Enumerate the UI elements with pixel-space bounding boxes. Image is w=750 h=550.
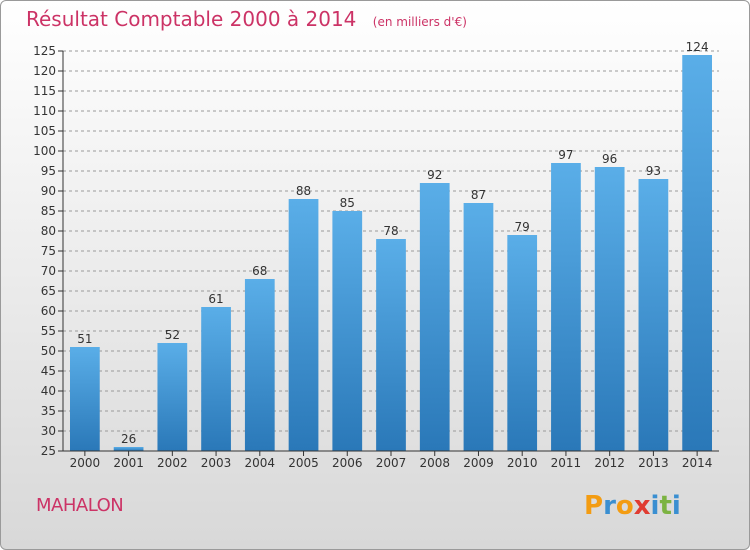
y-tick-label: 120 xyxy=(33,64,56,78)
data-label: 124 xyxy=(686,40,709,54)
bar xyxy=(463,203,494,451)
bar xyxy=(157,343,188,451)
x-tick-label: 2000 xyxy=(70,456,101,470)
bar xyxy=(244,279,275,451)
data-label: 87 xyxy=(471,188,486,202)
axes xyxy=(62,51,719,452)
bar xyxy=(69,347,100,451)
bar xyxy=(376,239,406,451)
logo-letter: t xyxy=(659,491,672,521)
x-tick-label: 2003 xyxy=(201,456,232,470)
data-label: 88 xyxy=(296,184,311,198)
logo-letter: x xyxy=(633,491,651,521)
x-tick-label: 2013 xyxy=(638,456,669,470)
logo-letter: i xyxy=(650,491,660,521)
x-tick-label: 2001 xyxy=(113,456,144,470)
x-axis-ticks: 2000 2001 2002 2003 2004 2005 2006 2007 2008 2009… xyxy=(70,451,713,470)
x-tick-label: 2009 xyxy=(463,456,494,470)
data-label: 96 xyxy=(602,152,617,166)
bar xyxy=(638,179,669,451)
x-tick-label: 2008 xyxy=(419,456,450,470)
bar xyxy=(682,55,713,451)
y-tick-label: 60 xyxy=(41,304,56,318)
y-tick-label: 25 xyxy=(41,444,56,458)
data-label: 61 xyxy=(208,292,223,306)
y-tick-label: 65 xyxy=(41,284,56,298)
data-label: 79 xyxy=(515,220,530,234)
place-name: MAHALON xyxy=(36,495,124,516)
bar xyxy=(288,199,319,451)
x-tick-label: 2011 xyxy=(551,456,582,470)
x-tick-label: 2007 xyxy=(376,456,407,470)
bar xyxy=(419,183,450,451)
y-tick-label: 45 xyxy=(41,364,56,378)
data-label: 78 xyxy=(383,224,398,238)
chart-title: Résultat Comptable 2000 à 2014 (en milli… xyxy=(26,7,467,31)
y-tick-label: 35 xyxy=(41,404,56,418)
bars xyxy=(69,55,713,451)
y-tick-label: 125 xyxy=(33,44,56,58)
x-tick-label: 2010 xyxy=(507,456,538,470)
y-tick-label: 70 xyxy=(41,264,56,278)
data-label: 92 xyxy=(427,168,442,182)
logo-letter: o xyxy=(615,491,634,521)
y-tick-label: 95 xyxy=(41,164,56,178)
y-tick-label: 85 xyxy=(41,204,56,218)
data-label: 26 xyxy=(121,432,136,446)
bar xyxy=(507,235,538,451)
data-labels: 51 26 52 61 68 88 85 78 92 87 79 97 96 93 124 xyxy=(77,40,708,446)
data-label: 85 xyxy=(340,196,355,210)
y-tick-label: 105 xyxy=(33,124,56,138)
x-tick-label: 2005 xyxy=(288,456,319,470)
logo-letter: i xyxy=(671,491,681,521)
chart-title-unit: (en milliers d'€) xyxy=(372,15,467,29)
data-label: 93 xyxy=(646,164,661,178)
bar xyxy=(594,167,625,451)
y-axis-ticks: 25 30 35 40 45 50 55 60 65 70 75 80 85 90 95 100 105 110 1… xyxy=(33,44,63,458)
data-label: 52 xyxy=(165,328,180,342)
y-tick-label: 30 xyxy=(41,424,56,438)
chart-title-main: Résultat Comptable 2000 à 2014 xyxy=(26,7,357,31)
y-tick-label: 50 xyxy=(41,344,56,358)
x-tick-label: 2006 xyxy=(332,456,363,470)
bar xyxy=(201,307,231,451)
y-tick-label: 115 xyxy=(33,84,56,98)
y-tick-label: 100 xyxy=(33,144,56,158)
bar xyxy=(113,447,144,451)
y-tick-label: 55 xyxy=(41,324,56,338)
x-tick-label: 2012 xyxy=(594,456,625,470)
y-tick-label: 80 xyxy=(41,224,56,238)
bar xyxy=(332,211,363,451)
x-tick-label: 2002 xyxy=(157,456,188,470)
bar xyxy=(551,163,581,451)
logo-letter: P xyxy=(584,491,604,521)
y-tick-label: 90 xyxy=(41,184,56,198)
y-tick-label: 75 xyxy=(41,244,56,258)
proxiti-logo[interactable]: Proxiti xyxy=(584,491,681,521)
logo-letter: r xyxy=(603,491,616,521)
x-tick-label: 2004 xyxy=(245,456,276,470)
y-tick-label: 110 xyxy=(33,104,56,118)
y-tick-label: 40 xyxy=(41,384,56,398)
data-label: 51 xyxy=(77,332,92,346)
x-tick-label: 2014 xyxy=(682,456,713,470)
data-label: 97 xyxy=(558,148,573,162)
data-label: 68 xyxy=(252,264,267,278)
